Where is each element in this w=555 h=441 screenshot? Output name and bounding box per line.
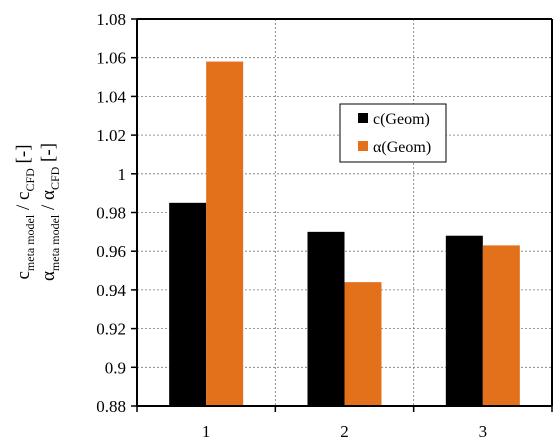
y-tick-label: 1.04 (96, 87, 126, 106)
y-tick-label: 1.08 (96, 10, 126, 29)
y-tick-label: 0.92 (96, 320, 126, 339)
legend-label-c: c(Geom) (373, 111, 430, 128)
y-tick-label: 0.88 (96, 397, 126, 416)
y-tick-label: 1.02 (96, 126, 126, 145)
legend-box (339, 103, 447, 163)
y-axis-label-line1: cmeta model / cCFD [-] (13, 144, 37, 279)
y-tick-label: 0.96 (96, 242, 126, 261)
y-tick-labels: 0.88 0.9 0.92 0.94 0.96 0.98 1 1.02 1.04 1.06 1.08 (96, 10, 126, 416)
bars (169, 61, 520, 406)
x-tick-label: 1 (202, 422, 211, 441)
axes (131, 18, 553, 412)
legend-swatch-alpha (358, 141, 368, 151)
y-tick-label: 0.98 (96, 204, 126, 223)
bar-alpha-2 (344, 282, 382, 406)
legend: c(Geom) α(Geom) (339, 103, 447, 163)
bar-c-1 (169, 202, 207, 406)
y-tick-label: 0.9 (105, 358, 126, 377)
y-axis-label: cmeta model / cCFD [-] αmeta model / αCF… (13, 143, 62, 281)
bar-alpha-3 (482, 245, 520, 406)
bar-c-3 (445, 235, 483, 406)
bar-alpha-1 (206, 61, 244, 406)
legend-swatch-c (358, 113, 368, 123)
legend-label-alpha: α(Geom) (373, 139, 431, 156)
bar-c-2 (307, 231, 345, 406)
x-tick-label: 3 (479, 422, 488, 441)
x-tick-labels: 1 2 3 (202, 422, 487, 441)
y-axis-label-line2: αmeta model / αCFD [-] (38, 143, 62, 281)
y-tick-label: 1.06 (96, 49, 126, 68)
y-tick-label: 1 (118, 165, 127, 184)
y-tick-label: 0.94 (96, 281, 126, 300)
x-tick-label: 2 (340, 422, 349, 441)
